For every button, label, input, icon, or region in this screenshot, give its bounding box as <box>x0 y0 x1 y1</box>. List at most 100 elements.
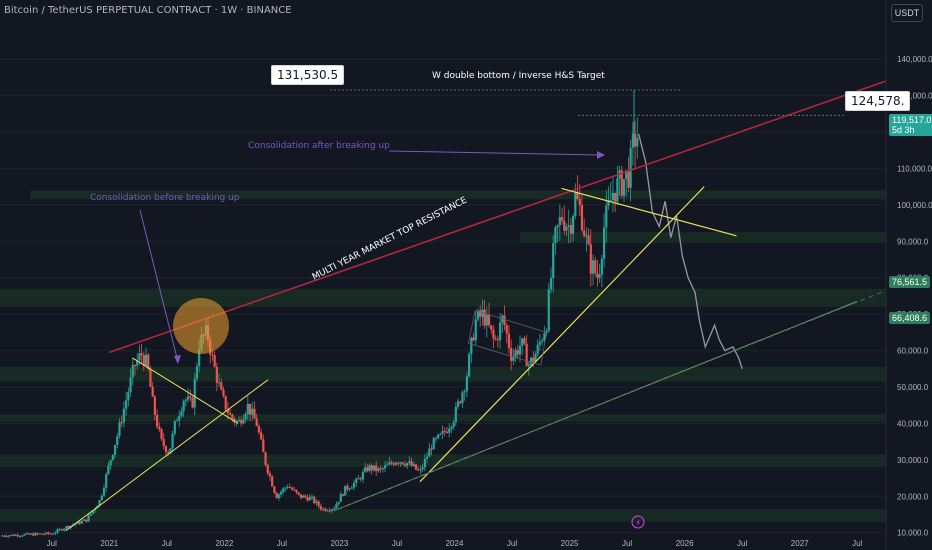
candle-body <box>244 414 247 420</box>
candle-body <box>116 435 119 445</box>
candle-body <box>133 365 137 367</box>
candle-body <box>60 529 64 531</box>
candle-body <box>403 464 407 466</box>
projection-path <box>637 133 743 369</box>
x-tick-label: Jul <box>737 539 747 548</box>
candle-body <box>505 325 508 334</box>
candle-body <box>25 533 28 535</box>
ath-price-label: 124,578. <box>845 91 911 111</box>
candle-body <box>364 467 367 472</box>
x-tick-label: 2025 <box>561 539 579 548</box>
trendline-2023[interactable] <box>419 186 705 483</box>
candle-body <box>235 421 238 423</box>
candle-body <box>567 225 570 227</box>
dashed-projection[interactable] <box>333 289 887 512</box>
candle-body <box>412 464 415 466</box>
candle-body <box>63 528 66 531</box>
candle-body <box>476 310 480 320</box>
candle-body <box>452 422 455 427</box>
candle-body <box>113 444 117 455</box>
candle-body <box>523 338 526 344</box>
candle-body <box>279 491 283 495</box>
candle-body <box>430 448 433 450</box>
candle-body <box>56 529 59 533</box>
lightning-icon[interactable] <box>631 515 645 529</box>
candle-body <box>361 471 364 480</box>
candle-body <box>98 500 101 506</box>
currency-unit-button[interactable]: USDT <box>891 4 923 22</box>
candle-body <box>324 508 327 511</box>
candle-body <box>76 521 79 524</box>
candle-body <box>27 533 30 535</box>
y-tick-label: 90,000.0 <box>897 237 929 246</box>
candle-body <box>9 534 13 536</box>
x-tick-label: Jul <box>277 539 287 548</box>
candle-body <box>348 488 351 490</box>
current-price-value: 119,517.0 <box>892 115 932 125</box>
candle-body <box>158 426 161 430</box>
trendline-2025-down[interactable] <box>561 187 737 237</box>
candle-body <box>302 495 305 498</box>
candle-body <box>341 494 345 496</box>
candle-body <box>182 401 185 412</box>
candle-body <box>419 469 422 471</box>
candle-body <box>295 489 298 493</box>
candle-body <box>105 473 108 488</box>
candle-body <box>319 506 322 510</box>
candle-body <box>34 533 37 536</box>
candle-body <box>344 485 347 496</box>
candle-body <box>616 178 619 202</box>
candle-body <box>372 465 376 471</box>
candle-body <box>569 225 572 234</box>
candle-body <box>175 420 179 422</box>
candle-body <box>450 426 453 429</box>
price-zone-0 <box>30 190 886 200</box>
candle-body <box>251 408 254 415</box>
candle-body <box>253 408 256 419</box>
candle-body <box>397 462 400 464</box>
candle-body <box>381 468 384 470</box>
candle-body <box>45 532 48 535</box>
annotation-after: Consolidation after breaking up <box>248 141 390 151</box>
trendline-2021[interactable] <box>65 379 269 532</box>
candle-body <box>366 467 369 471</box>
candle-body <box>549 277 553 290</box>
price-zone-6 <box>0 509 886 522</box>
candle-body <box>443 431 446 433</box>
candle-body <box>425 456 429 459</box>
candle-body <box>65 526 68 529</box>
candle-body <box>226 409 230 414</box>
candle-body <box>5 536 8 538</box>
candle-body <box>149 369 152 387</box>
candle-body <box>465 376 468 392</box>
candle-body <box>36 533 39 535</box>
candle-body <box>368 465 371 471</box>
candle-body <box>518 345 522 355</box>
candle-body <box>388 462 391 465</box>
resistance-line[interactable] <box>109 80 887 354</box>
candle-body <box>299 494 303 498</box>
candle-body <box>620 170 623 196</box>
candle-body <box>52 533 55 535</box>
candle-body <box>514 350 517 358</box>
candle-body <box>337 501 340 505</box>
candle-body <box>483 309 486 326</box>
x-tick-label: Jul <box>852 539 862 548</box>
candle-body <box>191 397 194 408</box>
candle-body <box>317 501 320 507</box>
price-zone-3 <box>0 366 886 382</box>
arrow-before <box>139 209 179 363</box>
candle-body <box>437 434 440 439</box>
candle-body <box>414 464 418 470</box>
candle-body <box>633 133 637 147</box>
trendline-2021-down[interactable] <box>132 357 239 424</box>
candle-body <box>552 243 555 278</box>
candle-body <box>271 476 274 487</box>
candle-body <box>131 365 134 378</box>
candle-body <box>266 464 269 474</box>
y-tick-label: 130,000.0 <box>897 92 932 101</box>
candle-body <box>408 461 411 463</box>
candle-body <box>217 382 221 384</box>
candle-body <box>315 501 318 503</box>
